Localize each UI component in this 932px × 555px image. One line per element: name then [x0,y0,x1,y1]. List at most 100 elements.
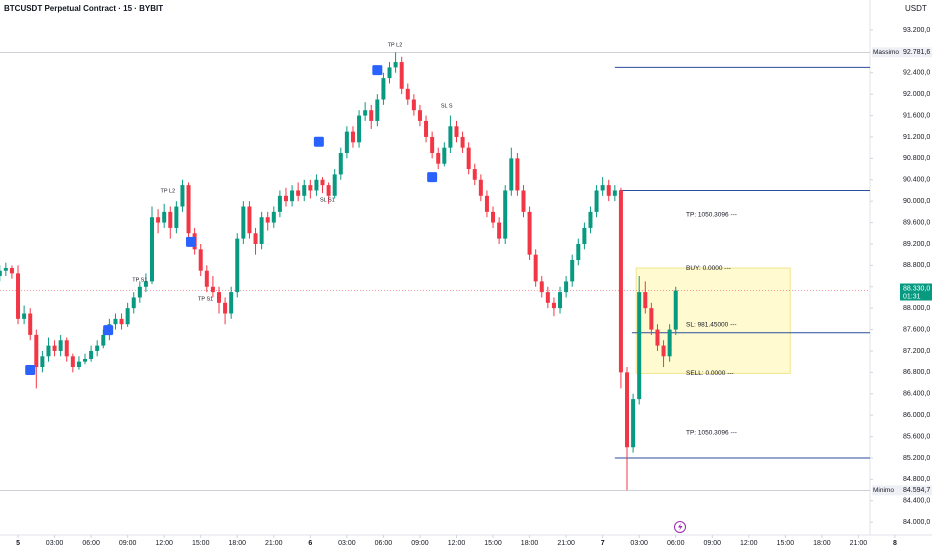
annotation: TP S1 [198,297,213,303]
price-tag-value: 92.781,6 [903,49,930,56]
signal-marker [185,236,196,247]
candle-body [95,345,100,351]
candle-body [387,67,392,79]
candle-body [405,88,410,100]
candle-body [119,318,124,325]
position-label: SL: 981.45000 --- [686,322,737,329]
candle-body [113,318,118,325]
candle-body [600,185,605,191]
candle-body [399,62,404,89]
x-tick-label: 06:00 [667,540,685,547]
y-tick-label: 89.200,0 [903,241,930,248]
y-tick-label: 85.600,0 [903,433,930,440]
chart-title: BTCUSDT Perpetual Contract · 15 · BYBIT [4,4,163,13]
candle-body [22,313,27,319]
candle-body [46,345,51,357]
candle-body [491,211,496,223]
candle-body [478,179,483,196]
candle-body [442,147,447,164]
candle-body [162,211,167,223]
position-label: BUY: 0.0000 --- [686,265,731,272]
candle-body [235,238,240,293]
candle-body [137,286,142,298]
y-tick-label: 90.400,0 [903,177,930,184]
candle-body [271,211,276,223]
x-tick-label: 12:00 [448,540,466,547]
candle-body [9,268,14,274]
candle-body [344,131,349,154]
candle-body [83,358,88,362]
signal-marker [372,65,383,76]
candle-body [564,281,569,293]
candle-body [661,345,666,357]
candle-body [332,174,337,196]
candle-body [229,292,234,314]
candle-body [570,260,575,282]
x-tick-label: 09:00 [119,540,137,547]
candle-body [558,292,563,309]
lightning-icon [674,521,686,533]
x-tick-label: 7 [601,540,605,547]
candle-body [174,206,179,228]
candle-body [34,334,39,368]
candle-body [302,185,307,196]
candle-body [594,190,599,212]
candle-body [52,345,57,351]
y-tick-label: 91.200,0 [903,134,930,141]
candle-body [283,195,288,202]
x-tick-label: 09:00 [411,540,429,547]
x-tick-label: 03:00 [630,540,648,547]
annotation: TP L2 [388,42,403,48]
position-label: SELL: 0.0000 --- [686,370,734,377]
signal-marker [103,325,114,336]
candle-body [204,270,209,287]
y-tick-label: 86.800,0 [903,369,930,376]
x-tick-label: 15:00 [484,540,502,547]
candle-body [576,243,581,261]
candle-body [125,308,130,325]
candle-body [70,356,75,368]
x-tick-label: 09:00 [704,540,722,547]
candle-body [643,292,648,309]
candle-body [539,281,544,293]
y-tick-label: 84.800,0 [903,476,930,483]
candle-body [424,120,429,137]
x-tick-label: 5 [16,540,20,547]
last-price-tag [900,283,932,301]
candle-body [168,211,173,228]
candle-body [606,185,611,196]
candle-body [417,110,422,121]
x-tick-label: 21:00 [265,540,283,547]
position-label: TP: 1050.3096 --- [686,212,737,219]
candle-body [253,233,258,244]
x-tick-label: 15:00 [777,540,795,547]
candle-body [545,292,550,303]
candle-body [551,302,556,309]
currency: USDT [905,4,927,13]
annotation: TP S1 [132,277,147,283]
candle-body [588,211,593,228]
candle-body [3,268,8,271]
candle-body [64,340,69,357]
candle-body [89,350,94,359]
candle-body [515,158,520,191]
candle-body [363,110,368,116]
candle-body [326,185,331,196]
x-tick-label: 18:00 [521,540,539,547]
candle-body [631,399,636,448]
candle-body [277,195,282,212]
candle-body [320,179,325,186]
candle-body [131,297,136,309]
candle-body [143,281,148,287]
x-tick-label: 06:00 [375,540,393,547]
annotation: SL S1 [320,198,335,204]
candle-body [186,185,191,234]
candle-body [0,270,2,277]
candle-body [612,190,617,196]
y-tick-label: 90.000,0 [903,198,930,205]
candle-body [210,286,215,293]
candle-body [582,227,587,244]
candle-body [637,292,642,400]
candle-body [411,99,416,111]
